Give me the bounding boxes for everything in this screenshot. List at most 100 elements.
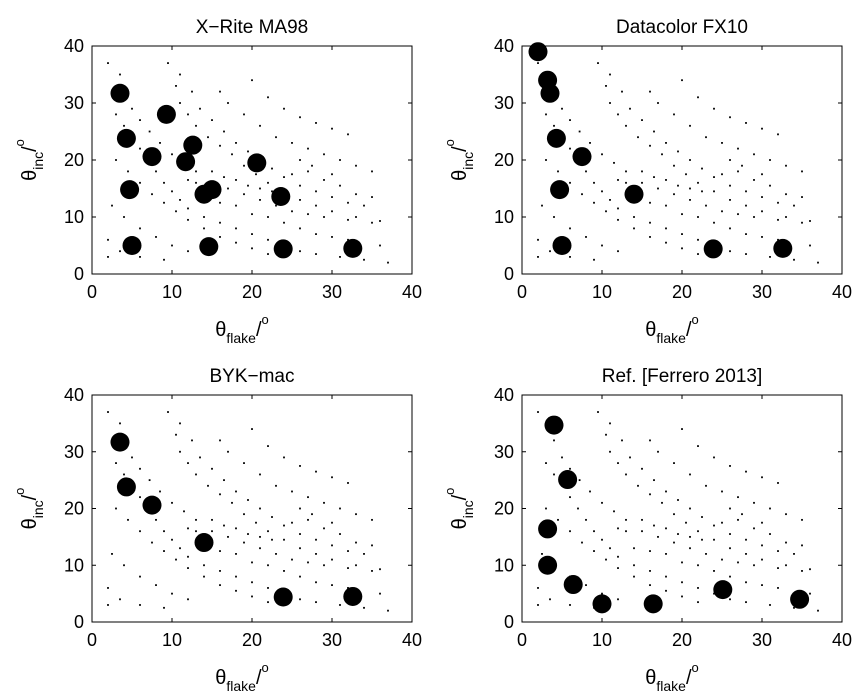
small-data-point xyxy=(323,216,325,218)
small-data-point xyxy=(753,527,755,530)
small-data-point xyxy=(355,193,357,196)
small-data-point xyxy=(171,244,173,247)
small-data-point xyxy=(283,107,285,110)
small-data-point xyxy=(729,547,731,550)
x-axis-label-slash: / xyxy=(256,667,262,689)
small-data-point xyxy=(171,538,173,541)
small-data-point xyxy=(355,216,357,218)
small-data-point xyxy=(251,561,253,564)
series-large-dots xyxy=(110,432,363,607)
small-data-point xyxy=(745,538,747,541)
small-data-point xyxy=(653,479,655,482)
y-tick-label: 30 xyxy=(64,93,84,113)
small-data-point xyxy=(657,187,659,190)
small-data-point xyxy=(127,170,129,173)
small-data-point xyxy=(673,113,675,116)
small-data-point xyxy=(537,238,539,241)
y-axis-label: θinc/o xyxy=(442,139,476,181)
small-data-point xyxy=(769,159,771,161)
small-data-point xyxy=(649,90,651,93)
x-tick-label: 30 xyxy=(752,282,772,302)
small-data-point xyxy=(179,450,181,453)
small-data-point xyxy=(267,587,269,589)
small-data-point xyxy=(713,524,715,527)
small-data-point xyxy=(271,516,273,518)
small-data-point xyxy=(355,541,357,544)
small-data-point xyxy=(159,142,161,144)
large-data-point xyxy=(552,236,572,255)
small-data-point xyxy=(235,553,237,555)
small-data-point xyxy=(331,210,333,213)
small-data-point xyxy=(578,130,581,133)
small-data-point xyxy=(323,501,325,504)
small-data-point xyxy=(537,256,539,258)
y-axis-label-superscript: o xyxy=(12,488,27,495)
small-data-point xyxy=(729,575,731,578)
small-data-point xyxy=(809,244,811,247)
y-axis-label-subscript: inc xyxy=(460,500,476,518)
small-data-point xyxy=(753,564,755,567)
small-data-point xyxy=(761,544,763,547)
small-data-point xyxy=(167,62,169,64)
small-data-point xyxy=(267,253,269,255)
small-data-point xyxy=(737,147,739,150)
x-axis-label-slash: / xyxy=(686,319,692,341)
y-axis-label-subscript: inc xyxy=(30,152,46,170)
y-axis-label-symbol: θ xyxy=(449,518,471,529)
x-axis-label-slash: / xyxy=(686,667,692,689)
small-data-point xyxy=(155,518,157,521)
small-data-point xyxy=(685,173,687,176)
x-tick-label: 40 xyxy=(402,282,422,302)
small-data-point xyxy=(139,227,141,230)
small-data-point xyxy=(553,216,555,218)
small-data-point xyxy=(235,179,237,181)
small-data-point xyxy=(581,541,583,544)
small-data-point xyxy=(817,261,819,264)
small-data-point xyxy=(657,102,659,104)
small-data-point xyxy=(235,241,237,244)
small-data-point xyxy=(809,568,811,571)
small-data-point xyxy=(537,587,539,589)
small-data-point xyxy=(159,490,161,493)
small-data-point xyxy=(745,581,747,584)
small-data-point xyxy=(339,507,341,510)
large-data-point xyxy=(122,236,142,255)
small-data-point xyxy=(251,428,253,430)
small-data-point xyxy=(713,538,715,541)
small-data-point xyxy=(653,176,655,178)
small-data-point xyxy=(569,119,571,121)
small-data-point xyxy=(721,142,723,144)
small-data-point xyxy=(617,207,619,210)
small-data-point xyxy=(247,150,249,153)
y-axis-label: θinc/o xyxy=(12,139,46,181)
small-data-point xyxy=(601,501,603,504)
small-data-point xyxy=(107,62,109,64)
small-data-point xyxy=(307,147,309,150)
small-data-point xyxy=(163,201,165,204)
small-data-point xyxy=(569,496,571,499)
large-data-point xyxy=(643,594,663,614)
small-data-point xyxy=(195,181,197,184)
large-data-point xyxy=(110,432,130,452)
small-data-point xyxy=(259,535,261,538)
small-data-point xyxy=(127,518,129,521)
y-tick-label: 10 xyxy=(494,555,514,575)
y-tick-label: 30 xyxy=(64,442,84,462)
small-data-point xyxy=(605,210,607,213)
small-data-point xyxy=(171,153,173,156)
small-data-point xyxy=(175,210,177,213)
small-data-point xyxy=(243,113,245,116)
small-data-point xyxy=(299,533,301,535)
small-data-point xyxy=(625,124,627,127)
small-data-point xyxy=(777,482,779,484)
large-data-point xyxy=(116,477,136,497)
small-data-point xyxy=(219,221,221,224)
small-data-point xyxy=(721,490,723,493)
small-data-point xyxy=(697,445,699,447)
small-data-point xyxy=(235,142,237,144)
small-data-point xyxy=(625,530,627,533)
small-data-point xyxy=(689,199,691,201)
small-data-point xyxy=(689,473,691,476)
small-data-point xyxy=(163,550,165,552)
small-data-point xyxy=(355,564,357,567)
